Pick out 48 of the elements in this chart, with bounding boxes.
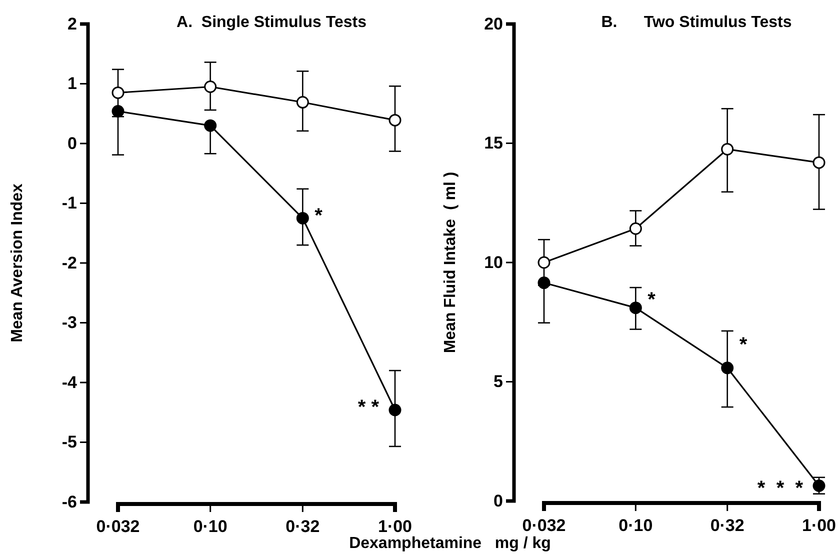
x-tick-label: 0·10	[193, 517, 228, 536]
point	[812, 480, 826, 492]
point	[204, 80, 217, 93]
y-axis-title: Mean Fluid Intake ( ml )	[442, 172, 459, 354]
point	[812, 156, 826, 169]
annotation: * *	[358, 396, 380, 418]
annotation: *	[314, 205, 323, 228]
chart-title: B. Two Stimulus Tests	[601, 14, 792, 31]
x-tick-label: 0·32	[286, 517, 320, 536]
y-tick-label: 5	[494, 372, 503, 392]
point	[388, 404, 402, 416]
y-tick-label: 0	[68, 134, 77, 153]
point	[296, 96, 309, 109]
x-tick-label: 1·00	[378, 517, 412, 536]
y-tick-label: -2	[62, 253, 77, 272]
point	[721, 362, 734, 374]
point	[538, 256, 550, 269]
annotation: * * *	[757, 477, 804, 500]
x-tick-label: 0·032	[522, 516, 566, 535]
annotation: *	[739, 334, 748, 356]
x-axis-title: Dexamphetamine mg / kg	[349, 535, 551, 552]
chart-title: A. Single Stimulus Tests	[176, 14, 367, 31]
y-tick-label: 15	[484, 134, 503, 153]
x-tick-label: 1·00	[802, 516, 836, 535]
y-tick-label: 20	[484, 14, 503, 34]
point	[538, 276, 550, 290]
point	[112, 86, 124, 99]
x-tick-label: 0·32	[710, 516, 744, 535]
point	[629, 222, 642, 235]
y-tick-label: 2	[68, 14, 77, 34]
y-tick-label: 1	[68, 74, 77, 94]
point	[112, 104, 124, 118]
y-tick-label: 10	[484, 252, 503, 272]
point	[388, 114, 402, 126]
point	[629, 302, 642, 314]
y-axis-title: Mean Aversion Index	[9, 183, 26, 342]
y-tick-label: -6	[62, 492, 77, 512]
y-tick-label: 0	[494, 491, 503, 510]
point	[721, 142, 734, 156]
y-tick-label: -3	[62, 313, 77, 332]
x-tick-label: 0·10	[618, 516, 653, 535]
point	[296, 212, 309, 224]
x-tick-label: 0·032	[96, 517, 140, 536]
point	[204, 119, 217, 132]
y-tick-label: -1	[62, 194, 77, 213]
annotation: *	[648, 288, 656, 311]
y-tick-label: -4	[62, 372, 78, 392]
y-tick-label: -5	[62, 432, 77, 452]
